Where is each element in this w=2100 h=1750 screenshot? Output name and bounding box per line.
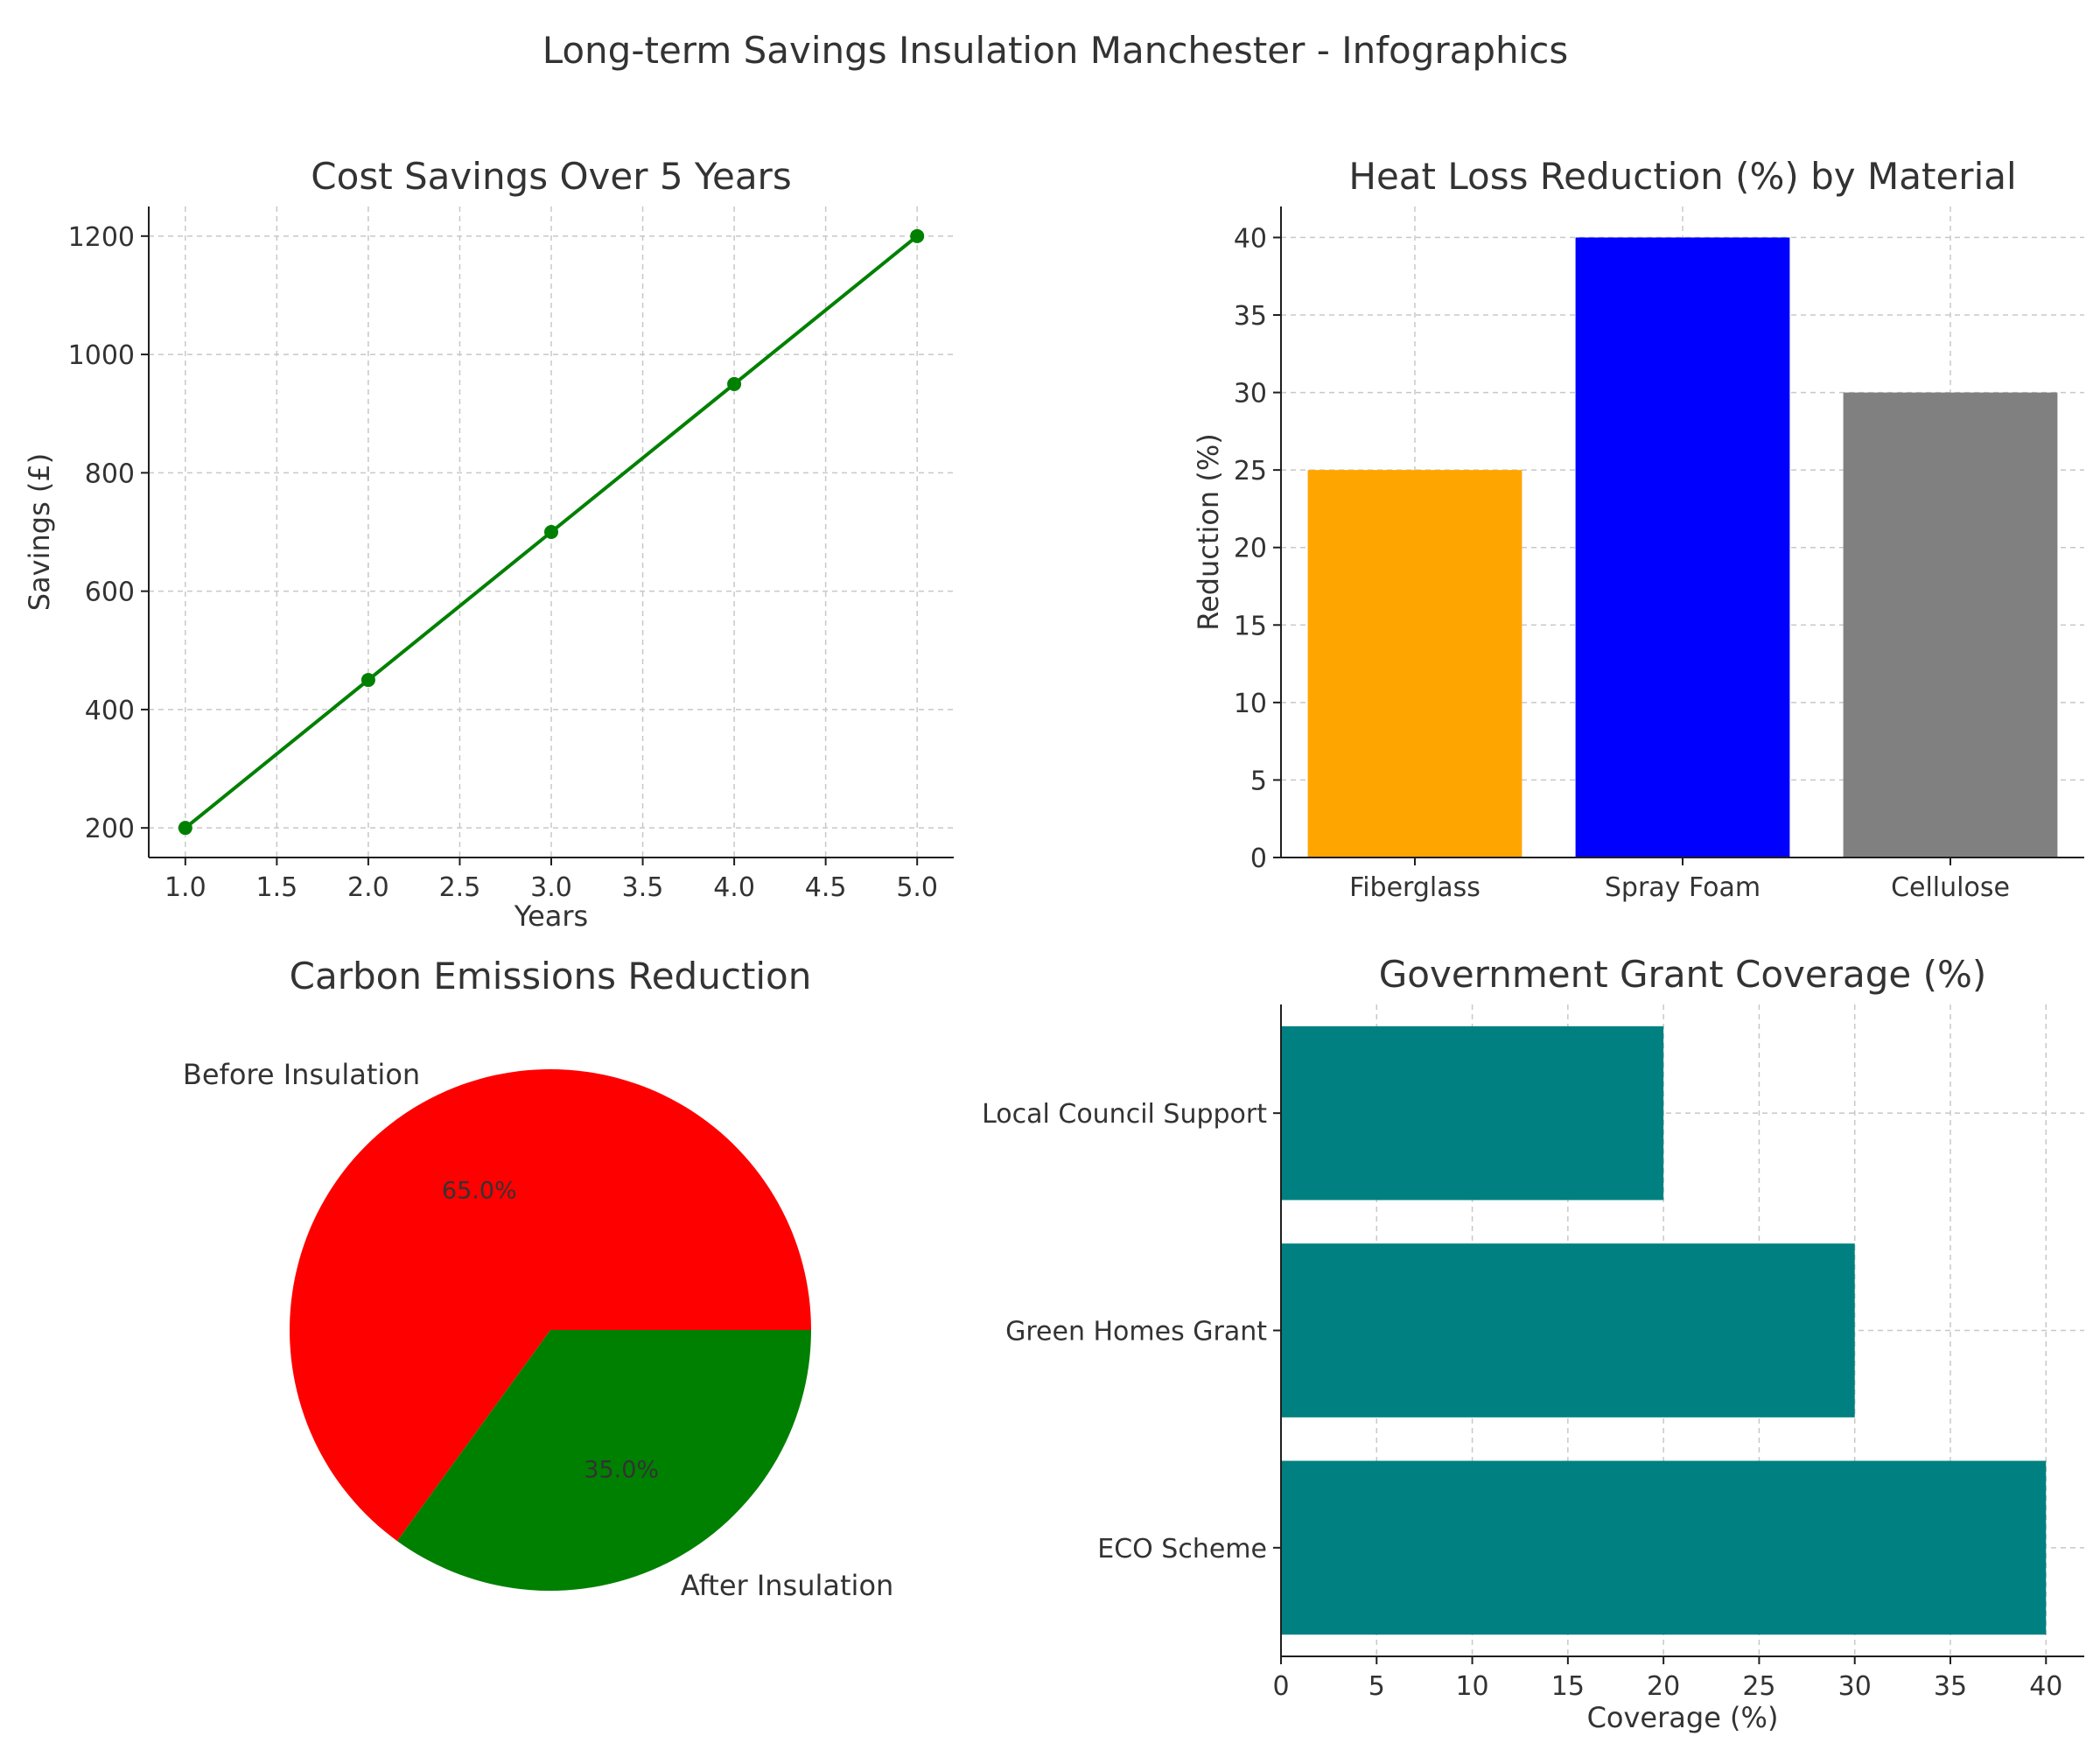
- y-tick-label: 800: [85, 458, 135, 489]
- y-tick-label: 0: [1250, 844, 1267, 874]
- chart-title: Carbon Emissions Reduction: [290, 955, 812, 998]
- y-tick-label: Green Homes Grant: [1005, 1317, 1267, 1348]
- x-tick-label: 4.0: [713, 872, 755, 903]
- y-tick-label: 200: [85, 814, 135, 844]
- x-tick-label: 20: [1647, 1671, 1680, 1702]
- savings-data-point: [544, 525, 558, 539]
- savings-data-point: [727, 376, 742, 391]
- x-tick-label: 3.5: [622, 872, 664, 903]
- x-tick-label: Cellulose: [1891, 872, 2010, 903]
- pie-slice-after-insulation: [396, 1330, 811, 1591]
- heat-loss-bar-chart: Fiberglass Spray Foam Cellulose 0 5 10 15 20 25 3…: [1192, 155, 2084, 903]
- savings-data-point: [178, 821, 192, 836]
- y-tick-label: 400: [85, 696, 135, 726]
- x-tick-label: 4.5: [805, 872, 847, 903]
- x-tick-label: 0: [1272, 1671, 1289, 1702]
- x-tick-label: 5: [1368, 1671, 1385, 1702]
- pie-slice-label: Before Insulation: [183, 1058, 420, 1091]
- bar-green-homes-grant: [1281, 1243, 1855, 1418]
- chart-title: Heat Loss Reduction (%) by Material: [1348, 155, 2016, 198]
- y-tick-label: 1200: [68, 222, 135, 253]
- bar-local-council-support: [1281, 1026, 1664, 1200]
- x-tick-label: Spray Foam: [1605, 872, 1760, 903]
- x-tick-label: 3.0: [530, 872, 572, 903]
- x-axis-label: Coverage (%): [1587, 1701, 1779, 1734]
- x-tick-label: 25: [1742, 1671, 1775, 1702]
- x-tick-label: 1.5: [256, 872, 298, 903]
- y-tick-label: 35: [1234, 301, 1267, 332]
- y-tick-label: 15: [1234, 611, 1267, 641]
- y-axis-label: Reduction (%): [1192, 433, 1225, 631]
- pie-percent-label: 65.0%: [442, 1178, 517, 1205]
- y-tick-label: 600: [85, 578, 135, 608]
- x-tick-label: 30: [1838, 1671, 1872, 1702]
- y-tick-label: 1000: [68, 340, 135, 371]
- suptitle: Long-term Savings Insulation Manchester …: [542, 29, 1569, 72]
- y-tick-label: 25: [1234, 456, 1267, 486]
- bar-fiberglass: [1307, 470, 1522, 858]
- x-tick-label: 1.0: [164, 872, 206, 903]
- x-tick-label: 40: [2029, 1671, 2062, 1702]
- x-tick-label: 10: [1455, 1671, 1488, 1702]
- chart-title: Cost Savings Over 5 Years: [311, 155, 791, 198]
- y-tick-label: 30: [1234, 379, 1267, 410]
- cost-savings-line-chart: 1.0 1.5 2.0 2.5 3.0 3.5 4.0 4.5 5.0 200 400 600 800 1…: [23, 155, 954, 933]
- pie-percent-label: 35.0%: [584, 1456, 659, 1483]
- y-tick-label: 5: [1250, 766, 1267, 796]
- x-axis-label: Years: [514, 900, 588, 933]
- x-tick-label: Fiberglass: [1349, 872, 1480, 903]
- pie-slice-label: After Insulation: [681, 1569, 893, 1602]
- y-axis-label: Savings (£): [23, 453, 56, 612]
- y-tick-label: 20: [1234, 534, 1267, 564]
- y-tick-label: 10: [1234, 689, 1267, 719]
- y-tick-label: 40: [1234, 223, 1267, 254]
- x-tick-label: 15: [1551, 1671, 1585, 1702]
- x-tick-label: 2.5: [439, 872, 481, 903]
- savings-data-point: [360, 673, 375, 688]
- chart-title: Government Grant Coverage (%): [1379, 953, 1987, 996]
- pie-slice-before-insulation: [289, 1068, 812, 1542]
- x-tick-label: 5.0: [896, 872, 938, 903]
- bar-eco-scheme: [1281, 1460, 2047, 1635]
- x-tick-label: 35: [1934, 1671, 1967, 1702]
- bar-cellulose: [1843, 392, 2058, 858]
- y-tick-label: ECO Scheme: [1097, 1534, 1267, 1564]
- savings-data-point: [910, 228, 925, 243]
- carbon-emissions-pie-chart: 65.0% Before Insulation 35.0% After Insulat…: [183, 955, 893, 1602]
- bar-spray-foam: [1575, 237, 1790, 858]
- y-tick-label: Local Council Support: [982, 1099, 1267, 1130]
- x-tick-label: 2.0: [347, 872, 389, 903]
- grant-coverage-hbar-chart: 0 5 10 15 20 25 30 35 40 ECO Scheme Green Homes Gr…: [982, 953, 2084, 1734]
